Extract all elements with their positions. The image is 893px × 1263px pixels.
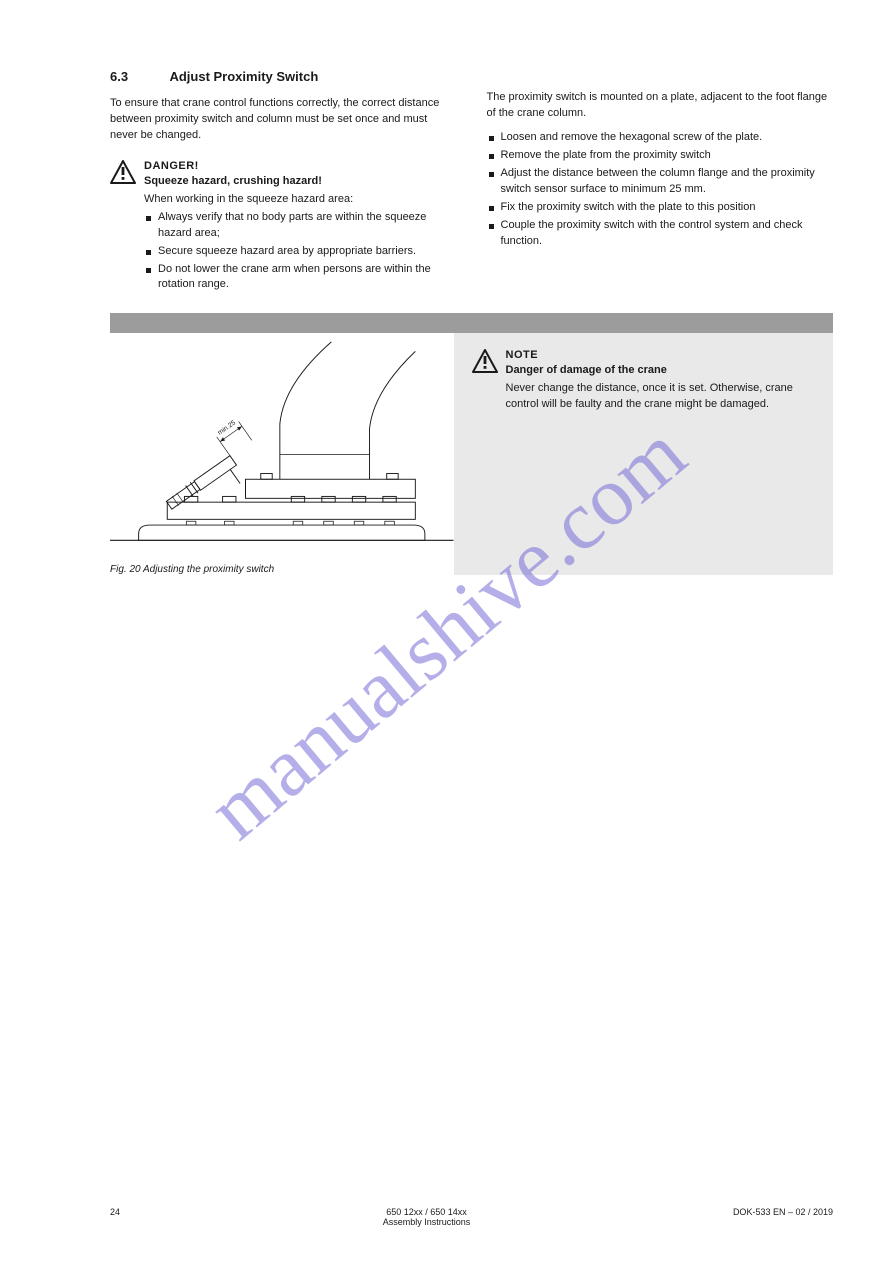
danger-bullet: Always verify that no body parts are wit… — [144, 210, 457, 242]
footer-page-number: 24 — [110, 1207, 120, 1227]
danger-bullet: Secure squeeze hazard area by appropriat… — [144, 244, 457, 260]
note-body: Never change the distance, once it is se… — [506, 381, 816, 413]
upper-columns: 6.3 Adjust Proximity Switch To ensure th… — [110, 60, 833, 295]
proximity-switch-diagram: min.25 — [110, 333, 454, 553]
warning-triangle-icon — [472, 349, 498, 373]
column-right: The proximity switch is mounted on a pla… — [487, 60, 834, 295]
right-paragraph: The proximity switch is mounted on a pla… — [487, 90, 834, 122]
intro-paragraph: To ensure that crane control functions c… — [110, 96, 457, 144]
footer-doc-id: DOK-533 EN – 02 / 2019 — [733, 1207, 833, 1227]
danger-bullet: Do not lower the crane arm when persons … — [144, 262, 457, 294]
dimension-label: min.25 — [217, 420, 238, 437]
section-heading: 6.3 Adjust Proximity Switch — [110, 68, 457, 86]
step-item: Loosen and remove the hexagonal screw of… — [487, 130, 834, 146]
footer-center: 650 12xx / 650 14xx Assembly Instruction… — [120, 1207, 733, 1227]
page-footer: 24 650 12xx / 650 14xx Assembly Instruct… — [110, 1207, 833, 1227]
step-item: Adjust the distance between the column f… — [487, 166, 834, 198]
column-left: 6.3 Adjust Proximity Switch To ensure th… — [110, 60, 457, 295]
note-cell: NOTE Danger of damage of the crane Never… — [454, 333, 834, 575]
figure-cell: min.25 Fig. 20 Adjusting the proximity s… — [110, 333, 454, 575]
danger-label: DANGER! — [144, 160, 457, 172]
section-number: 6.3 — [110, 69, 165, 84]
figure-caption: Fig. 20 Adjusting the proximity switch — [110, 564, 454, 575]
note-label: NOTE — [506, 349, 816, 361]
danger-title: Squeeze hazard, crushing hazard! — [144, 174, 457, 190]
danger-line1: When working in the squeeze hazard area: — [144, 192, 457, 208]
section-banner — [110, 313, 833, 333]
danger-block: DANGER! Squeeze hazard, crushing hazard!… — [110, 160, 457, 296]
note-title: Danger of damage of the crane — [506, 363, 816, 379]
warning-triangle-icon — [110, 160, 136, 184]
step-item: Remove the plate from the proximity swit… — [487, 148, 834, 164]
footer-model: 650 12xx / 650 14xx — [120, 1207, 733, 1217]
footer-doc-type: Assembly Instructions — [120, 1217, 733, 1227]
figure-note-row: min.25 Fig. 20 Adjusting the proximity s… — [110, 333, 833, 575]
right-steps-list: Loosen and remove the hexagonal screw of… — [487, 130, 834, 250]
danger-bullet-list: Always verify that no body parts are wit… — [144, 210, 457, 294]
section-title: Adjust Proximity Switch — [169, 69, 318, 84]
step-item: Couple the proximity switch with the con… — [487, 218, 834, 250]
step-item: Fix the proximity switch with the plate … — [487, 200, 834, 216]
